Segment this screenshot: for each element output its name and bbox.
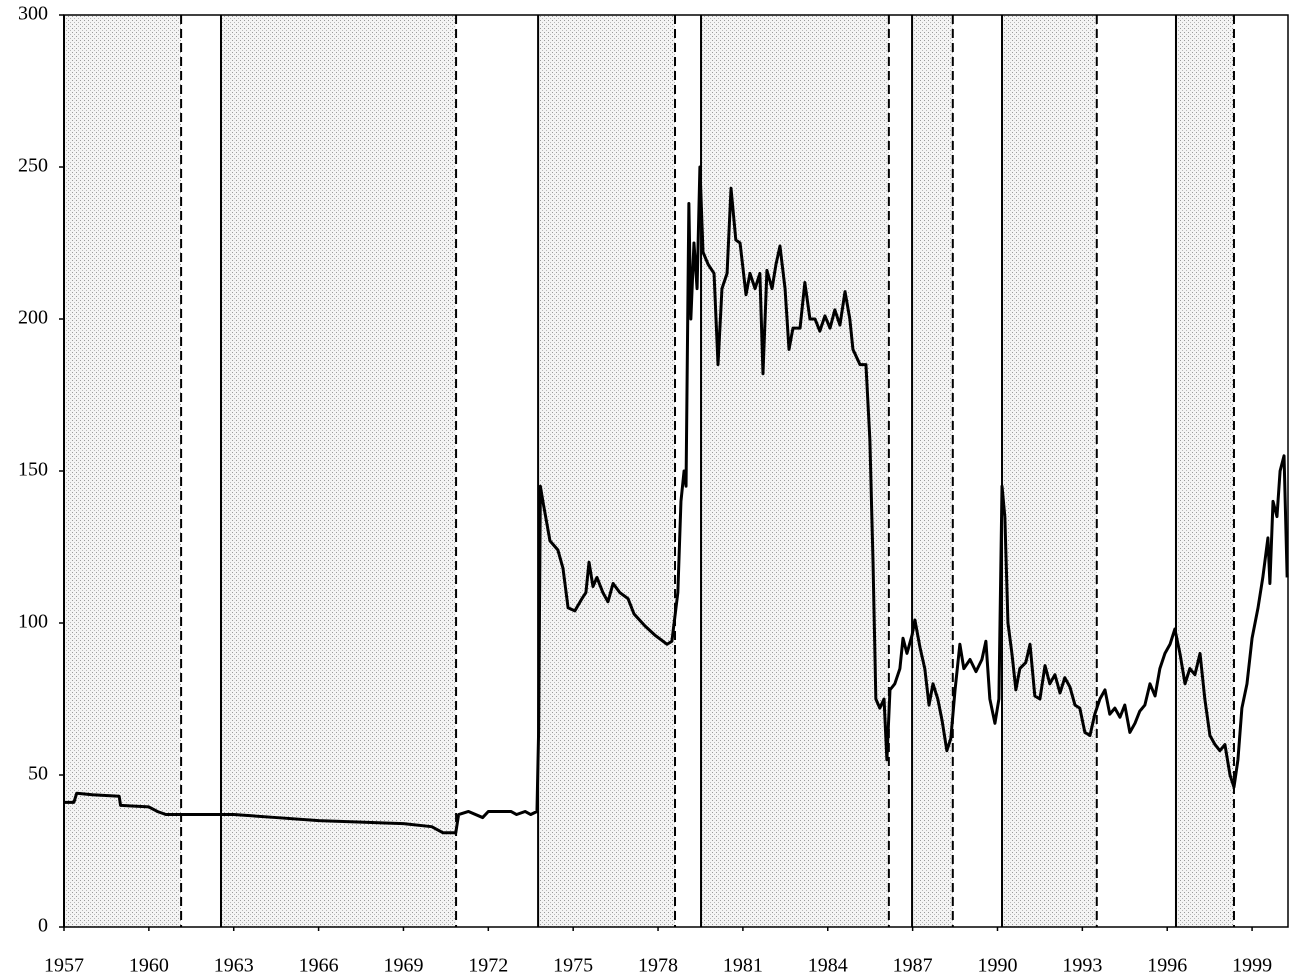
- x-tick-label: 1969: [383, 955, 423, 977]
- x-tick-label: 1993: [1062, 955, 1102, 977]
- y-tick-label: 200: [18, 307, 48, 329]
- series: [64, 165, 1289, 835]
- y-tick-label: 300: [18, 3, 48, 25]
- y-tick-label: 250: [18, 155, 48, 177]
- shaded-span: [1175, 15, 1234, 927]
- x-tick-label: 1975: [553, 955, 593, 977]
- y-tick-label: 0: [38, 915, 48, 937]
- x-tick-label: 1996: [1147, 955, 1187, 977]
- shaded-span: [538, 15, 676, 927]
- x-tick-label: 1963: [214, 955, 254, 977]
- x-tick-label: 1978: [638, 955, 678, 977]
- x-tick-label: 1984: [808, 955, 848, 977]
- x-tick-label: 1960: [129, 955, 169, 977]
- y-tick-label: 150: [18, 459, 48, 481]
- x-tick-label: 1987: [893, 955, 933, 977]
- x-tick-label: 1990: [977, 955, 1017, 977]
- shaded-spans: [63, 15, 1235, 927]
- x-tick-label: 1999: [1232, 955, 1272, 977]
- x-tick-label: 1972: [468, 955, 508, 977]
- axes: 0 50 100 150 200 250 300 1957 1960 1963 1966 1969 19…: [18, 3, 1289, 977]
- line-series: [64, 165, 1289, 835]
- shaded-span: [64, 15, 182, 927]
- shaded-span: [912, 15, 953, 927]
- x-tick-label: 1981: [723, 955, 763, 977]
- shaded-span: [1002, 15, 1097, 927]
- shaded-span: [701, 15, 889, 927]
- y-tick-label: 100: [18, 611, 48, 633]
- x-tick-label: 1966: [299, 955, 339, 977]
- x-tick-label: 1957: [44, 955, 84, 977]
- y-tick-label: 50: [28, 763, 48, 785]
- shaded-span: [220, 15, 457, 927]
